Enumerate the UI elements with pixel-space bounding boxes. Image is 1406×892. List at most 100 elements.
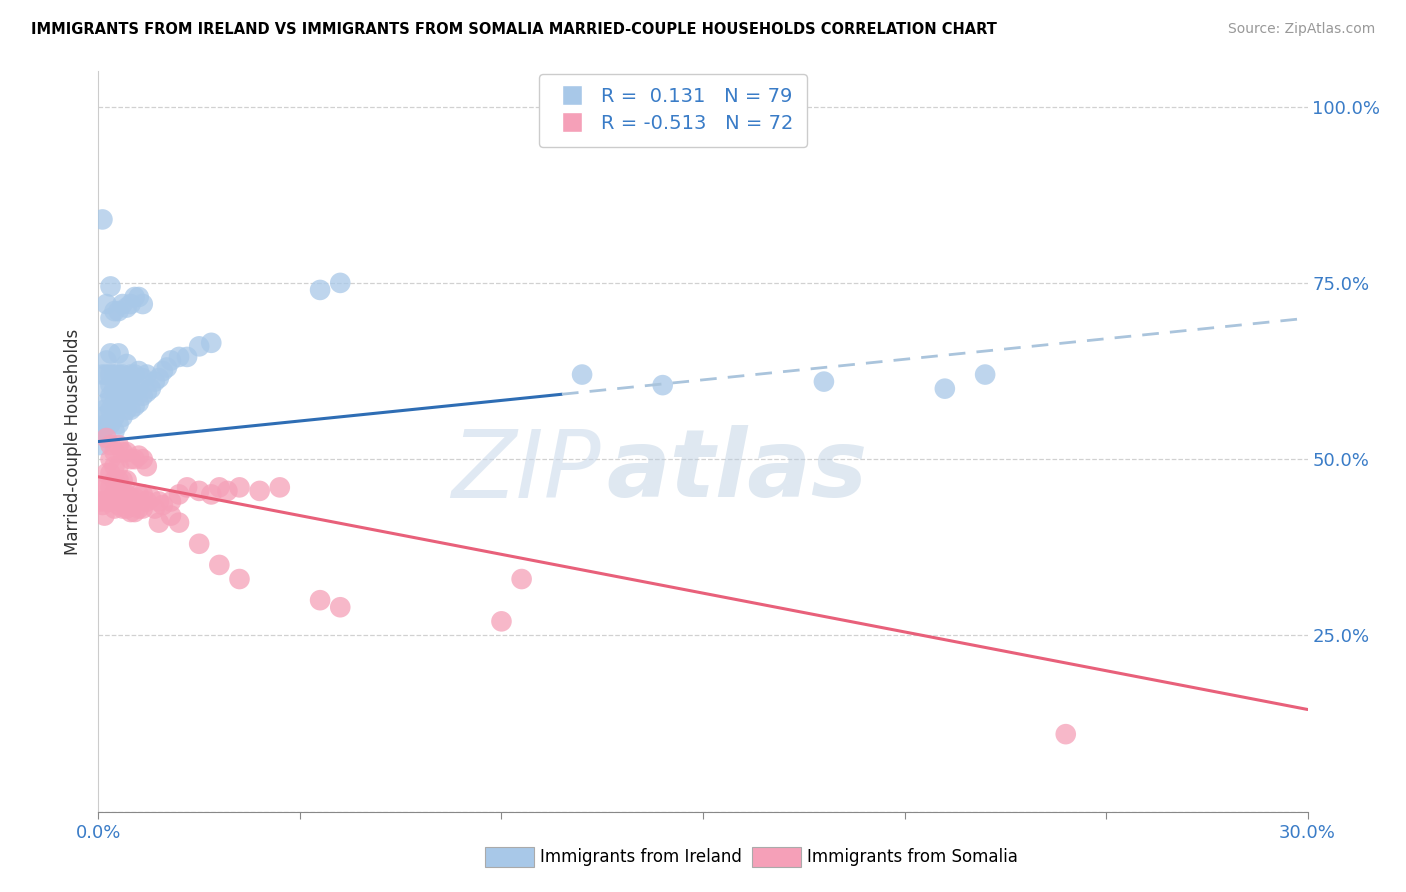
Point <box>103 473 125 487</box>
Point <box>96 467 118 481</box>
Point <box>188 483 211 498</box>
Point <box>208 558 231 572</box>
Point <box>124 290 146 304</box>
Point <box>111 396 134 410</box>
Point <box>93 508 115 523</box>
Point <box>167 487 190 501</box>
Point <box>103 445 125 459</box>
Point <box>132 487 155 501</box>
Point <box>107 304 129 318</box>
Point <box>111 501 134 516</box>
Point <box>124 399 146 413</box>
Point <box>120 491 142 505</box>
Point <box>107 417 129 431</box>
Point <box>124 505 146 519</box>
Point <box>132 297 155 311</box>
Point <box>148 494 170 508</box>
Point <box>128 364 150 378</box>
Point <box>96 353 118 368</box>
Point <box>96 417 118 431</box>
Point <box>120 385 142 400</box>
Point <box>111 445 134 459</box>
Text: Immigrants from Somalia: Immigrants from Somalia <box>807 848 1018 866</box>
Point <box>107 382 129 396</box>
Point <box>651 378 673 392</box>
Point <box>120 297 142 311</box>
Point <box>103 396 125 410</box>
Point <box>124 452 146 467</box>
Point <box>200 487 222 501</box>
Point <box>160 494 183 508</box>
Point <box>974 368 997 382</box>
Point <box>100 279 122 293</box>
Point <box>188 537 211 551</box>
Point <box>132 389 155 403</box>
Point <box>100 467 122 481</box>
Point <box>813 375 835 389</box>
Text: Source: ZipAtlas.com: Source: ZipAtlas.com <box>1227 22 1375 37</box>
Point <box>167 516 190 530</box>
Point <box>139 491 162 505</box>
Point <box>93 420 115 434</box>
Point <box>111 368 134 382</box>
Point <box>208 480 231 494</box>
Point <box>120 368 142 382</box>
Point <box>100 417 122 431</box>
Point <box>115 487 138 501</box>
Point <box>115 385 138 400</box>
Point <box>167 350 190 364</box>
Point <box>96 297 118 311</box>
Legend: R =  0.131   N = 79, R = -0.513   N = 72: R = 0.131 N = 79, R = -0.513 N = 72 <box>538 74 807 146</box>
Point <box>249 483 271 498</box>
Point <box>96 431 118 445</box>
Point <box>107 368 129 382</box>
Point <box>103 368 125 382</box>
Point <box>491 615 513 629</box>
Point <box>103 409 125 424</box>
Point <box>329 600 352 615</box>
Point <box>156 360 179 375</box>
Point <box>96 494 118 508</box>
Point <box>100 311 122 326</box>
Point <box>107 438 129 452</box>
Point <box>176 350 198 364</box>
Point <box>89 494 111 508</box>
Point <box>309 283 332 297</box>
Point <box>228 480 250 494</box>
Point <box>107 498 129 512</box>
Point <box>143 501 166 516</box>
Point <box>120 505 142 519</box>
Point <box>124 385 146 400</box>
Point <box>100 494 122 508</box>
Point <box>115 501 138 516</box>
Point <box>115 473 138 487</box>
Point <box>100 389 122 403</box>
Point <box>91 480 114 494</box>
Point <box>100 438 122 452</box>
Point <box>100 402 122 417</box>
Point <box>115 357 138 371</box>
Point <box>91 368 114 382</box>
Point <box>143 375 166 389</box>
Point <box>100 378 122 392</box>
Point <box>107 473 129 487</box>
Point <box>111 409 134 424</box>
Point <box>934 382 956 396</box>
Point <box>100 452 122 467</box>
Point <box>148 516 170 530</box>
Point <box>571 368 593 382</box>
Point <box>217 483 239 498</box>
Y-axis label: Married-couple Households: Married-couple Households <box>65 328 83 555</box>
Point <box>128 449 150 463</box>
Point <box>120 452 142 467</box>
Point <box>152 364 174 378</box>
Point <box>269 480 291 494</box>
Point <box>91 424 114 438</box>
Point <box>91 498 114 512</box>
Point <box>139 382 162 396</box>
Point <box>132 371 155 385</box>
Point <box>100 346 122 360</box>
Point <box>510 572 533 586</box>
Point <box>111 487 134 501</box>
Text: IMMIGRANTS FROM IRELAND VS IMMIGRANTS FROM SOMALIA MARRIED-COUPLE HOUSEHOLDS COR: IMMIGRANTS FROM IRELAND VS IMMIGRANTS FR… <box>31 22 997 37</box>
